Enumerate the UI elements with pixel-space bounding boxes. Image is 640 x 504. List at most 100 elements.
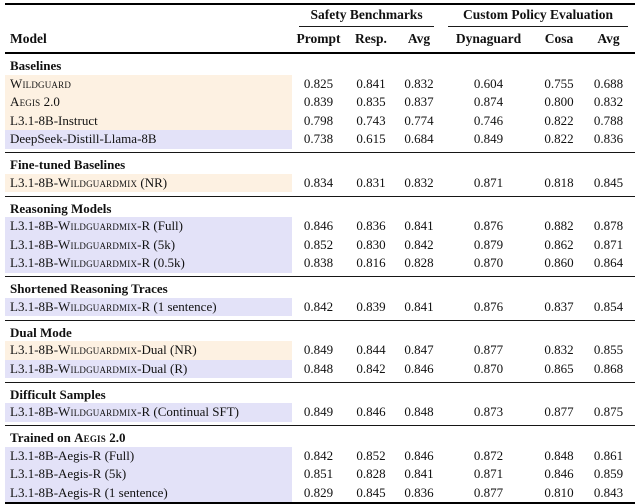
section-separator-rule bbox=[5, 272, 636, 277]
value-cell: 0.800 bbox=[544, 94, 574, 109]
value-cell: 0.871 bbox=[473, 466, 504, 481]
plain-text: L3.1-8B-Instruct bbox=[10, 112, 98, 128]
value-cell: 0.855 bbox=[593, 342, 624, 357]
value-cell: 0.738 bbox=[303, 131, 334, 146]
plain-text: Trained on bbox=[10, 430, 75, 445]
section-separator-rule bbox=[5, 421, 636, 426]
value-cell: 0.868 bbox=[593, 360, 624, 376]
plain-text: 2.0 bbox=[40, 94, 60, 109]
value-cell: 0.841 bbox=[356, 75, 386, 91]
smallcaps-text: Wildguardmix bbox=[58, 404, 138, 419]
section-header-row: Dual Mode bbox=[5, 320, 635, 341]
plain-text: L3.1-8B- bbox=[10, 218, 59, 233]
table-row: L3.1-8B-Wildguardmix-R (0.5k) 0.838 0.816 0… bbox=[5, 254, 635, 273]
plain-text: L3.1-8B- bbox=[10, 404, 59, 419]
table-row: L3.1-8B-Aegis-R (Full) 0.842 0.852 0.846 0.8… bbox=[5, 446, 635, 465]
value-cell: 0.874 bbox=[473, 94, 504, 109]
value-cell: 0.846 bbox=[356, 404, 386, 419]
column-header-avg-custom: Avg bbox=[582, 27, 636, 54]
plain-text: Baselines bbox=[10, 58, 62, 73]
model-name-cell: L3.1-8B-Wildguardmix-R (Full) bbox=[5, 217, 292, 236]
group-custom-policy-evaluation: Custom Policy Evaluation bbox=[441, 4, 635, 27]
value-cell: 0.846 bbox=[404, 447, 434, 463]
value-cell: 0.851 bbox=[303, 466, 334, 481]
section-title: Shortened Reasoning Traces bbox=[5, 277, 635, 298]
column-header-dynaguard: Dynaguard bbox=[441, 27, 537, 54]
plain-text: DeepSeek-Distill-Llama-8B bbox=[10, 131, 157, 146]
value-cell: 0.859 bbox=[593, 466, 624, 481]
value-cell: 0.788 bbox=[593, 112, 624, 128]
value-cell: 0.755 bbox=[544, 75, 574, 91]
plain-text: Fine-tuned Baselines bbox=[10, 157, 126, 172]
plain-text: L3.1-8B- bbox=[10, 360, 59, 376]
smallcaps-text: Wildguardmix bbox=[58, 298, 138, 314]
model-name-cell: L3.1-8B-Instruct bbox=[5, 111, 292, 130]
plain-text: -R (Full) bbox=[137, 218, 184, 233]
value-cell: 0.872 bbox=[473, 447, 504, 463]
plain-text: Reasoning Models bbox=[10, 200, 112, 216]
value-cell: 0.846 bbox=[404, 360, 434, 376]
value-cell: 0.871 bbox=[593, 236, 624, 252]
column-header-model: Model bbox=[5, 27, 292, 54]
value-cell: 0.865 bbox=[544, 360, 574, 376]
value-cell: 0.864 bbox=[593, 255, 624, 270]
section-header-row: Baselines bbox=[5, 53, 635, 75]
value-cell: 0.828 bbox=[356, 466, 386, 481]
section-separator-rule bbox=[5, 192, 636, 197]
value-cell: 0.873 bbox=[473, 404, 504, 419]
value-cell: 0.870 bbox=[473, 360, 504, 376]
section-header-row: Difficult Samples bbox=[5, 382, 635, 403]
plain-text: L3.1-8B-Aegis-R (Full) bbox=[10, 447, 135, 463]
value-cell: 0.877 bbox=[544, 404, 574, 419]
value-cell: 0.828 bbox=[404, 255, 434, 270]
section-title: Trained on Aegis 2.0 bbox=[5, 426, 635, 447]
value-cell: 0.848 bbox=[544, 447, 574, 463]
smallcaps-text: Wildguardmix bbox=[58, 236, 138, 252]
value-cell: 0.845 bbox=[593, 174, 624, 190]
section-header-row: Shortened Reasoning Traces bbox=[5, 277, 635, 298]
value-cell: 0.846 bbox=[544, 466, 574, 481]
value-cell: 0.862 bbox=[544, 236, 574, 252]
value-cell: 0.841 bbox=[404, 466, 434, 481]
value-cell: 0.839 bbox=[303, 94, 334, 109]
value-cell: 0.841 bbox=[404, 298, 434, 314]
value-cell: 0.825 bbox=[303, 75, 334, 91]
column-header-resp: Resp. bbox=[345, 27, 397, 54]
value-cell: 0.746 bbox=[473, 112, 504, 128]
section-header-row: Reasoning Models bbox=[5, 196, 635, 217]
column-group-row: Safety Benchmarks Custom Policy Evaluati… bbox=[5, 4, 635, 27]
section-title: Dual Mode bbox=[5, 320, 635, 341]
column-header-row: Model Prompt Resp. Avg Dynaguard Cosa Av… bbox=[5, 27, 636, 54]
table-row: L3.1-8B-Aegis-R (5k) 0.851 0.828 0.841 0.871… bbox=[5, 465, 635, 484]
value-cell: 0.604 bbox=[473, 75, 504, 91]
plain-text: L3.1-8B- bbox=[10, 174, 59, 190]
value-cell: 0.832 bbox=[544, 342, 574, 357]
table-row: L3.1-8B-Wildguardmix-R (1 sentence) 0.842… bbox=[5, 297, 635, 316]
section-title: Baselines bbox=[5, 53, 635, 75]
plain-text: 2.0 bbox=[105, 430, 126, 445]
plain-text: L3.1-8B- bbox=[10, 342, 59, 357]
value-cell: 0.870 bbox=[473, 255, 504, 270]
value-cell: 0.852 bbox=[356, 447, 386, 463]
table-header: Safety Benchmarks Custom Policy Evaluati… bbox=[5, 4, 636, 54]
section-title: Fine-tuned Baselines bbox=[5, 153, 635, 174]
table-row: Wildguard 0.825 0.841 0.832 0.604 0.755 0.688 bbox=[5, 74, 635, 93]
value-cell: 0.839 bbox=[356, 298, 386, 314]
smallcaps-text: Aegis bbox=[74, 430, 106, 445]
value-cell: 0.837 bbox=[404, 94, 434, 109]
value-cell: 0.798 bbox=[303, 112, 334, 128]
model-name-cell: L3.1-8B-Wildguardmix-R (5k) bbox=[5, 235, 292, 254]
plain-text: L3.1-8B-Aegis-R (5k) bbox=[10, 466, 127, 481]
plain-text: -Dual (R) bbox=[137, 360, 188, 376]
value-cell: 0.842 bbox=[303, 447, 334, 463]
section-title: Reasoning Models bbox=[5, 196, 635, 217]
value-cell: 0.834 bbox=[303, 174, 334, 190]
value-cell: 0.818 bbox=[544, 174, 574, 190]
table-row: Aegis 2.0 0.839 0.835 0.837 0.874 0.800 0.832 bbox=[5, 93, 635, 112]
table-row: DeepSeek-Distill-Llama-8B 0.738 0.615 0.684… bbox=[5, 130, 635, 149]
model-name-cell: L3.1-8B-Wildguardmix-Dual (R) bbox=[5, 359, 292, 378]
value-cell: 0.842 bbox=[356, 360, 386, 376]
value-cell: 0.842 bbox=[404, 236, 434, 252]
table-body: Baselines Wildguard 0.825 0.841 0.832 0.604 0.… bbox=[5, 53, 636, 503]
value-cell: 0.684 bbox=[404, 131, 434, 146]
